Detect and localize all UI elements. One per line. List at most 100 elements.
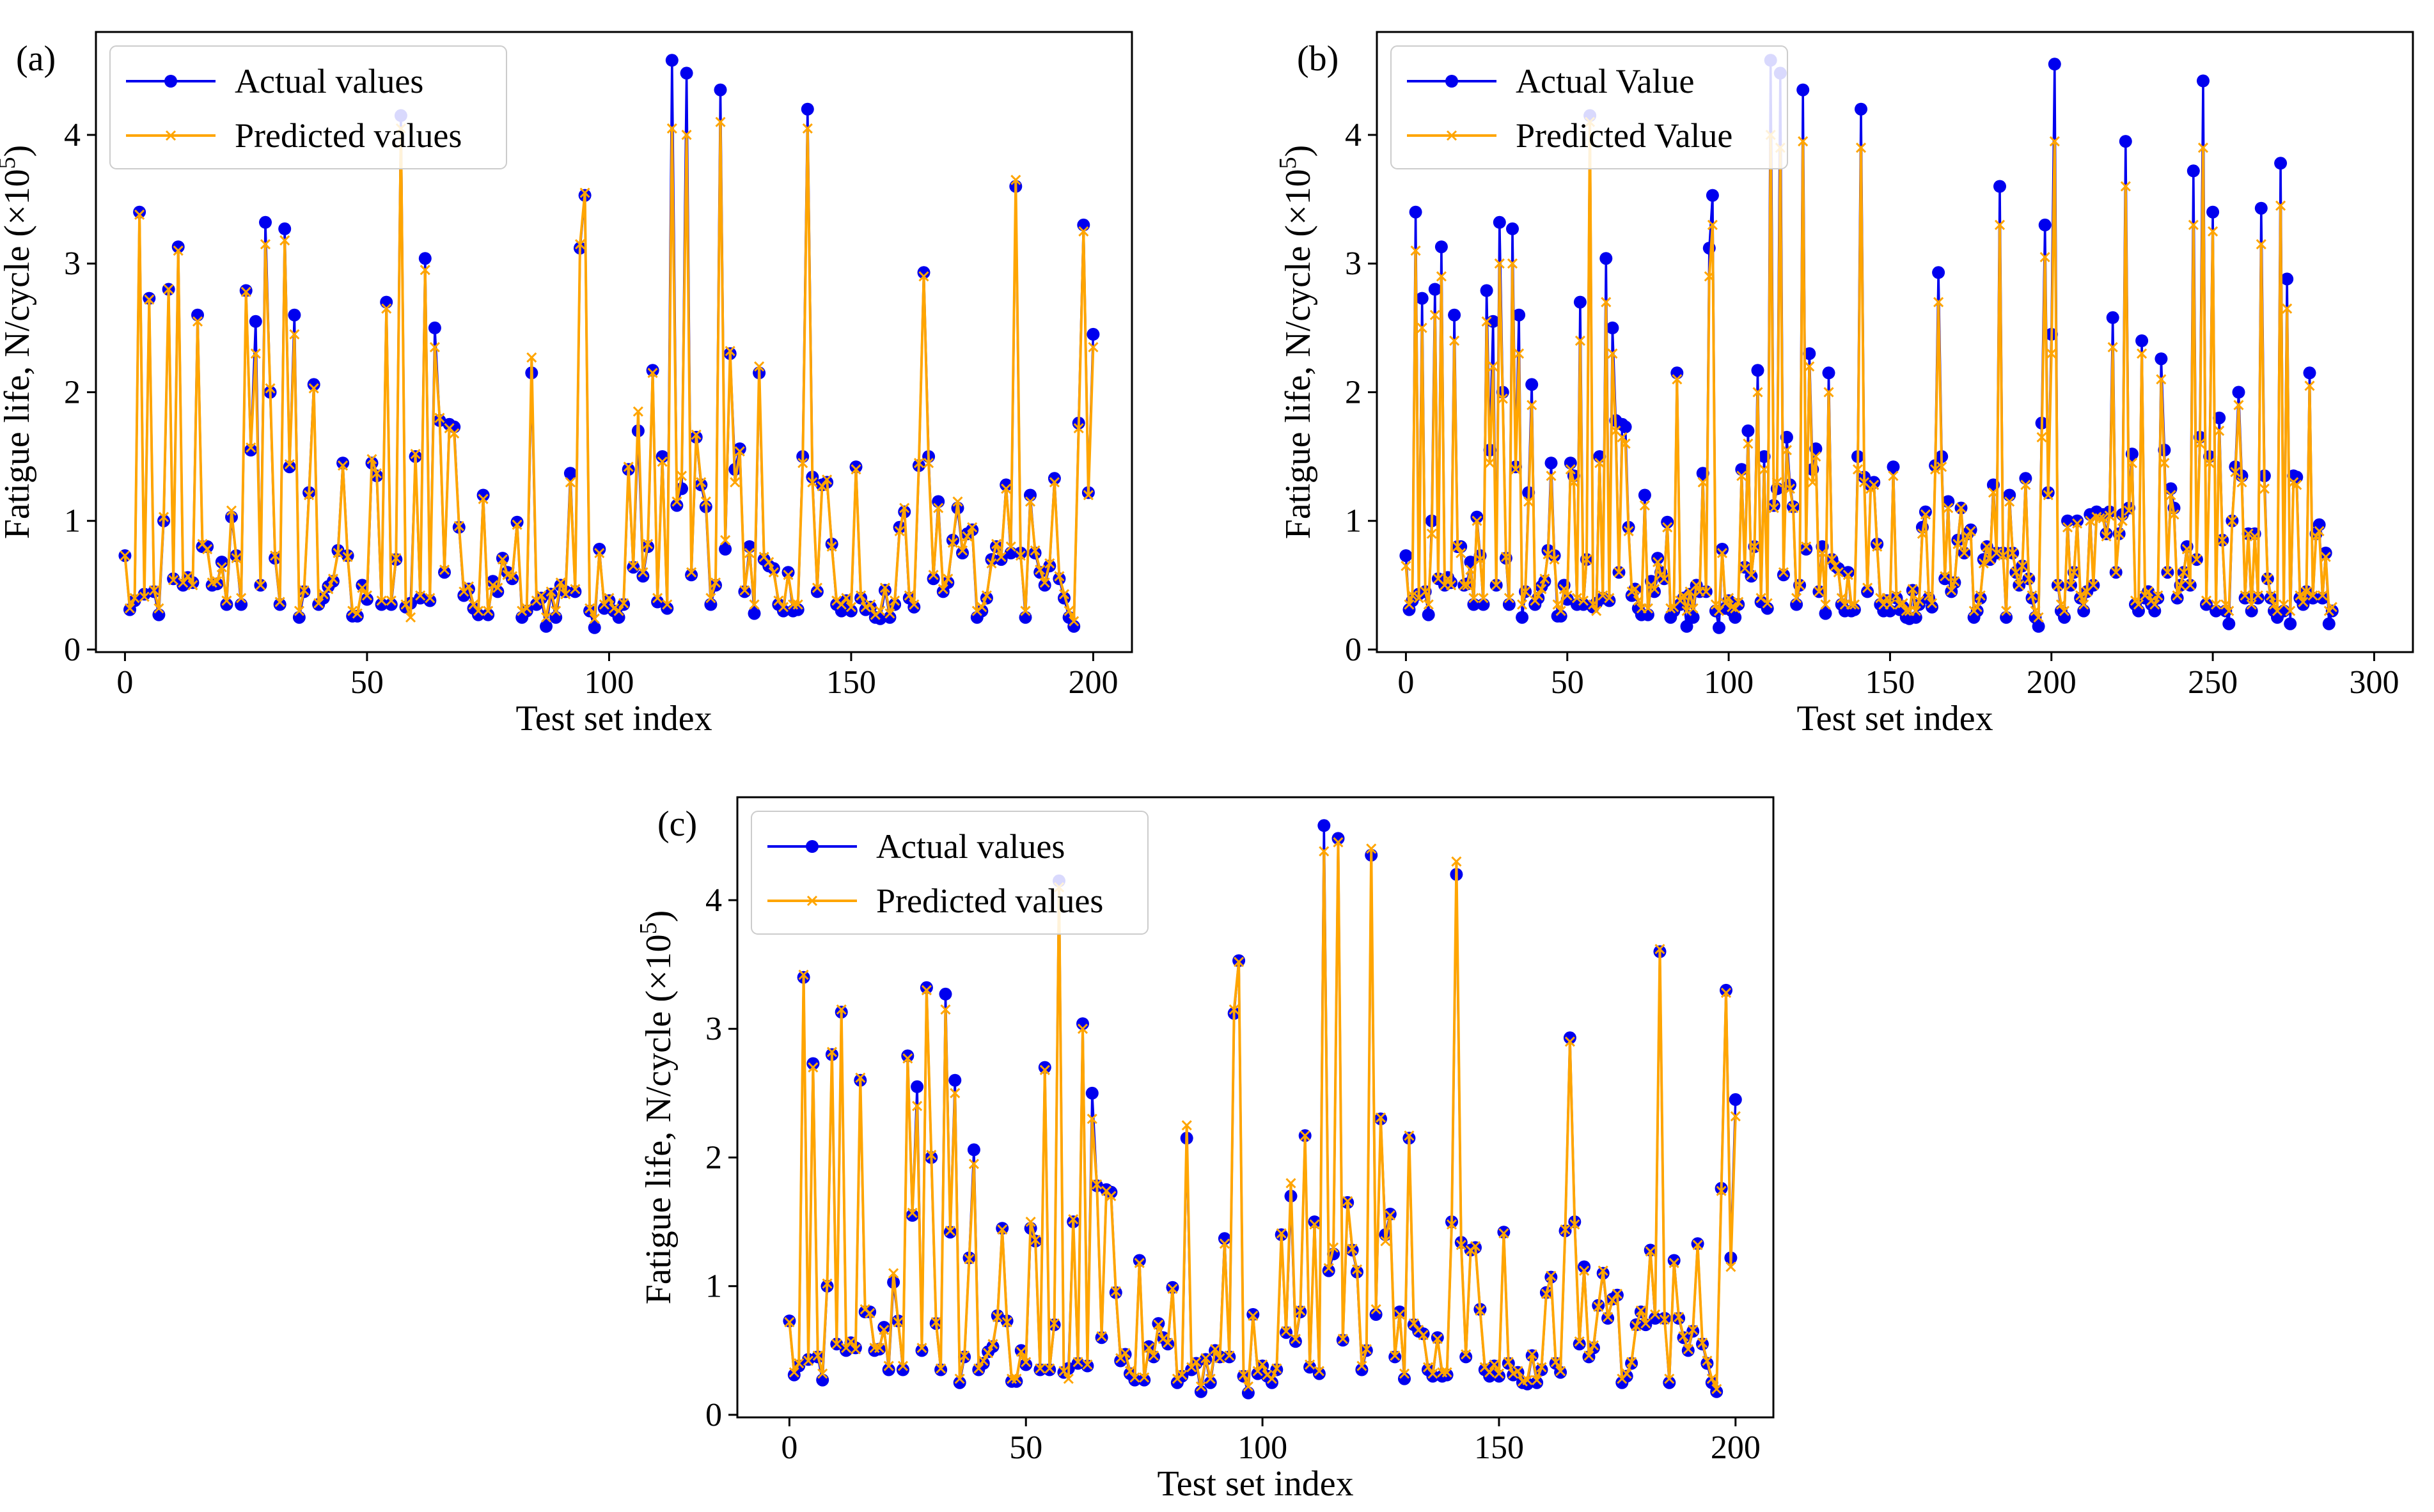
predicted-point: [1664, 1373, 1675, 1384]
y-tick-label: 1: [1345, 503, 1362, 540]
predicted-point: [2062, 522, 2073, 533]
predicted-point: [163, 284, 174, 295]
y-axis-label-close: ): [0, 145, 37, 157]
predicted-point: [274, 596, 285, 607]
predicted-point: [478, 494, 489, 504]
predicted-point: [1612, 1288, 1622, 1299]
predicted-point: [850, 1344, 861, 1355]
legend-marker-actual: [1445, 75, 1458, 88]
actual-point: [2222, 617, 2236, 630]
predicted-point: [372, 468, 382, 479]
predicted-point: [1826, 554, 1837, 565]
y-axis-label-exponent: 5: [635, 922, 662, 934]
predicted-point: [1654, 944, 1665, 955]
predicted-point: [1410, 246, 1421, 256]
predicted-point: [841, 593, 852, 604]
predicted-point: [1063, 1373, 1074, 1384]
predicted-point: [1058, 1366, 1069, 1376]
predicted-point: [2224, 605, 2234, 616]
predicted-point: [2208, 226, 2218, 237]
predicted-point: [783, 570, 794, 581]
predicted-point: [1106, 1190, 1117, 1201]
predicted-point: [964, 1254, 975, 1265]
actual-point: [1422, 608, 1435, 621]
predicted-point: [439, 565, 450, 575]
actual-point: [1720, 983, 1732, 997]
predicted-point: [2268, 599, 2280, 610]
predicted-point: [1356, 1360, 1367, 1371]
actual-point: [360, 593, 373, 606]
y-tick-label: 0: [705, 1397, 722, 1433]
actual-point: [2106, 311, 2119, 324]
predicted-point: [158, 511, 169, 522]
actual-point: [1790, 598, 1803, 611]
actual-point: [2135, 334, 2149, 347]
predicted-point: [1243, 1381, 1253, 1392]
predicted-point: [187, 580, 198, 591]
predicted-point: [1167, 1283, 1178, 1294]
predicted-point: [589, 613, 600, 624]
predicted-point: [134, 209, 145, 220]
predicted-point: [1730, 603, 1741, 614]
actual-point: [2213, 411, 2226, 425]
predicted-point: [1736, 471, 1747, 481]
predicted-point: [1491, 580, 1502, 591]
actual-point: [1716, 543, 1729, 556]
predicted-point: [304, 490, 315, 501]
actual-point: [816, 1373, 829, 1387]
actual-point: [680, 66, 693, 80]
predicted-point: [1659, 1314, 1670, 1325]
predicted-point: [2282, 303, 2293, 314]
predicted-point: [1981, 541, 1992, 552]
predicted-point: [2262, 573, 2273, 584]
predicted-point: [2304, 380, 2315, 391]
y-axis-label-main: Fatigue life, N/cycle (×10: [0, 169, 37, 539]
predicted-point: [2301, 586, 2312, 597]
legend-label-predicted: Predicted values: [235, 116, 462, 155]
predicted-point: [313, 598, 324, 609]
actual-point: [2284, 617, 2297, 630]
predicted-point: [1351, 1264, 1363, 1275]
predicted-point: [1917, 528, 1928, 539]
actual-point: [877, 1321, 891, 1334]
predicted-point: [168, 575, 179, 586]
predicted-point: [798, 969, 809, 980]
y-axis-label: Fatigue life, N/cycle (×105): [1275, 145, 1318, 540]
actual-point: [1331, 832, 1345, 845]
predicted-point: [1504, 593, 1514, 604]
predicted-point: [391, 553, 402, 564]
predicted-point: [2001, 605, 2012, 616]
predicted-point: [916, 1343, 927, 1353]
x-tick-label: 300: [2349, 664, 2399, 701]
predicted-point: [1276, 1228, 1287, 1239]
predicted-point: [865, 1307, 875, 1319]
predicted-point: [1653, 557, 1663, 568]
y-tick-label: 1: [705, 1268, 722, 1305]
actual-point: [2000, 611, 2013, 624]
predicted-point: [1678, 590, 1689, 601]
predicted-point: [744, 547, 755, 559]
predicted-point: [361, 590, 372, 601]
actual-point: [1926, 600, 1938, 614]
predicted-point: [2201, 595, 2212, 606]
predicted-point: [487, 580, 498, 591]
actual-point: [356, 579, 369, 592]
predicted-point: [2156, 374, 2167, 385]
predicted-point: [1035, 1363, 1046, 1374]
predicted-point: [1991, 547, 2002, 559]
predicted-point: [565, 477, 576, 488]
actual-point: [1399, 549, 1413, 563]
predicted-point: [1001, 483, 1012, 494]
predicted-point: [1920, 509, 1931, 520]
actual-point: [152, 608, 166, 621]
predicted-point: [1626, 1357, 1637, 1368]
predicted-point: [1668, 1258, 1679, 1268]
predicted-point: [613, 605, 624, 616]
y-axis-label-close: ): [1278, 145, 1318, 157]
actual-point: [510, 515, 524, 529]
predicted-point: [2285, 605, 2296, 616]
predicted-point: [1555, 1366, 1566, 1376]
predicted-point: [352, 608, 363, 619]
predicted-point: [1913, 595, 1924, 606]
predicted-point: [1692, 1240, 1703, 1251]
